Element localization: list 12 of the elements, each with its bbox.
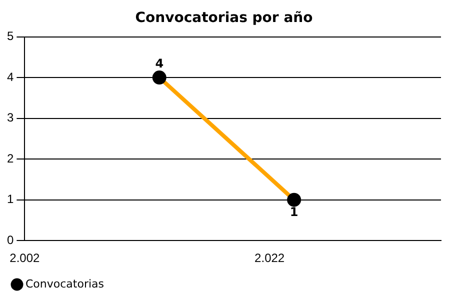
- y-tick-label: 5: [6, 29, 14, 44]
- x-tick-label: 2.002: [10, 251, 40, 266]
- chart-title: Convocatorias por año: [135, 10, 314, 26]
- y-tick-label: 2: [6, 151, 14, 166]
- y-tick-label: 3: [6, 110, 14, 125]
- y-tick-label: 0: [6, 232, 14, 247]
- y-tick-label: 4: [6, 70, 14, 84]
- data-label: 1: [290, 204, 298, 219]
- x-tick-label: 2.022: [254, 251, 285, 266]
- y-tick-label: 1: [6, 192, 14, 206]
- legend-label: Convocatorias: [26, 277, 104, 290]
- data-label: 4: [155, 56, 164, 71]
